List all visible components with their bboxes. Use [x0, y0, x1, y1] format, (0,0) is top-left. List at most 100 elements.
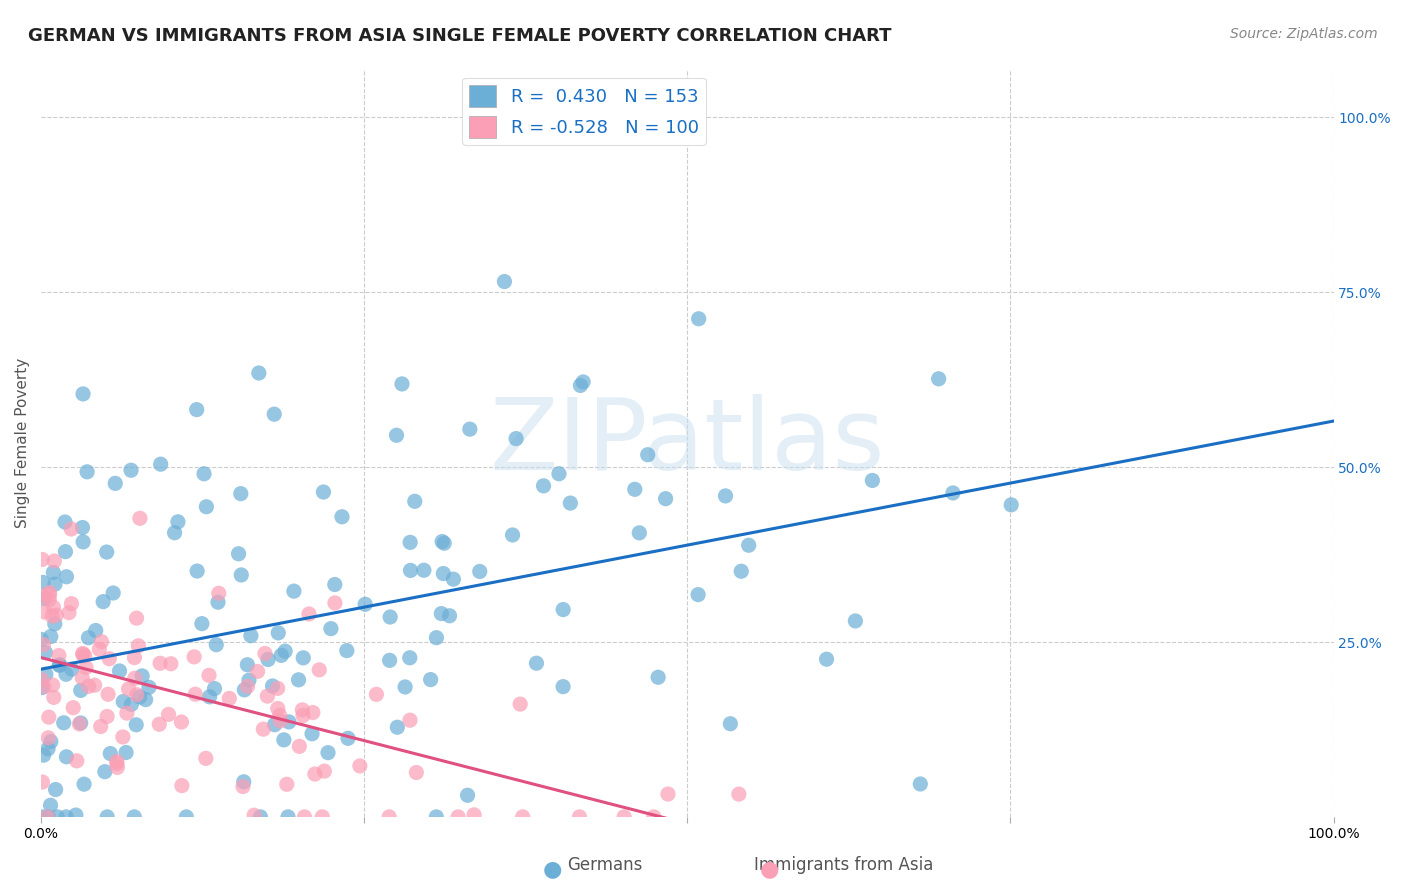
- Point: [96, 810, 118, 824]
- Point: [37, 731, 59, 745]
- Point: [730, 564, 752, 578]
- Point: [231, 568, 253, 582]
- Point: [60, 662, 83, 676]
- Point: [468, 565, 491, 579]
- Point: [89, 642, 111, 657]
- Point: [205, 638, 228, 652]
- Point: [292, 650, 315, 665]
- Point: [354, 597, 377, 611]
- Point: [42, 600, 65, 615]
- Point: [37, 810, 59, 824]
- Point: [291, 708, 314, 723]
- Point: [311, 810, 333, 824]
- Point: [183, 649, 205, 664]
- Point: [270, 648, 292, 663]
- Point: [45, 608, 67, 623]
- Point: [291, 703, 314, 717]
- Point: [120, 698, 142, 712]
- Point: [246, 665, 269, 679]
- Point: [34, 605, 56, 619]
- Point: [263, 717, 285, 731]
- Point: [494, 275, 516, 289]
- Point: [613, 810, 636, 824]
- Point: [207, 595, 229, 609]
- Point: [433, 536, 456, 550]
- Point: [572, 375, 595, 389]
- Point: [46, 810, 69, 824]
- Point: [276, 777, 298, 791]
- Point: [256, 689, 278, 703]
- Point: [399, 563, 422, 577]
- Point: [101, 586, 124, 600]
- Point: [447, 810, 470, 824]
- Point: [148, 717, 170, 731]
- Point: [55, 667, 77, 681]
- Point: [323, 596, 346, 610]
- Point: [419, 673, 441, 687]
- Point: [84, 624, 107, 638]
- Point: [124, 650, 146, 665]
- Point: [128, 511, 150, 525]
- Point: [115, 706, 138, 720]
- Point: [399, 535, 422, 549]
- Point: [55, 544, 77, 558]
- Text: Germans: Germans: [567, 856, 643, 874]
- Point: [105, 756, 128, 771]
- Point: [815, 652, 838, 666]
- Point: [37, 741, 59, 756]
- Point: [366, 687, 388, 701]
- Point: [48, 648, 70, 663]
- Point: [404, 494, 426, 508]
- Point: [55, 570, 77, 584]
- Point: [45, 782, 67, 797]
- Point: [637, 448, 659, 462]
- Point: [385, 428, 408, 442]
- Point: [301, 706, 323, 720]
- Point: [115, 746, 138, 760]
- Point: [31, 552, 53, 566]
- Point: [249, 810, 271, 824]
- Point: [688, 311, 710, 326]
- Point: [170, 714, 193, 729]
- Point: [58, 606, 80, 620]
- Point: [53, 515, 76, 529]
- Point: [96, 545, 118, 559]
- Point: [228, 547, 250, 561]
- Point: [623, 483, 645, 497]
- Point: [323, 577, 346, 591]
- Point: [91, 594, 114, 608]
- Point: [125, 688, 148, 702]
- Point: [72, 520, 94, 534]
- Point: [39, 630, 62, 644]
- Point: [509, 697, 531, 711]
- Point: [66, 754, 89, 768]
- Point: [176, 810, 198, 824]
- Point: [247, 366, 270, 380]
- Point: [860, 474, 883, 488]
- Point: [104, 476, 127, 491]
- Point: [269, 708, 291, 723]
- Point: [30, 632, 52, 647]
- Point: [308, 663, 330, 677]
- Point: [405, 765, 427, 780]
- Point: [135, 692, 157, 706]
- Point: [844, 614, 866, 628]
- Point: [727, 787, 749, 801]
- Point: [35, 667, 58, 681]
- Point: [111, 730, 134, 744]
- Point: [108, 664, 131, 678]
- Point: [232, 774, 254, 789]
- Point: [502, 528, 524, 542]
- Point: [157, 707, 180, 722]
- Point: [117, 681, 139, 696]
- Point: [37, 810, 59, 824]
- Point: [236, 657, 259, 672]
- Point: [688, 588, 710, 602]
- Point: [39, 798, 62, 813]
- Point: [643, 810, 665, 824]
- Point: [399, 713, 422, 727]
- Point: [430, 607, 453, 621]
- Point: [42, 690, 65, 705]
- Point: [131, 669, 153, 683]
- Point: [73, 648, 96, 663]
